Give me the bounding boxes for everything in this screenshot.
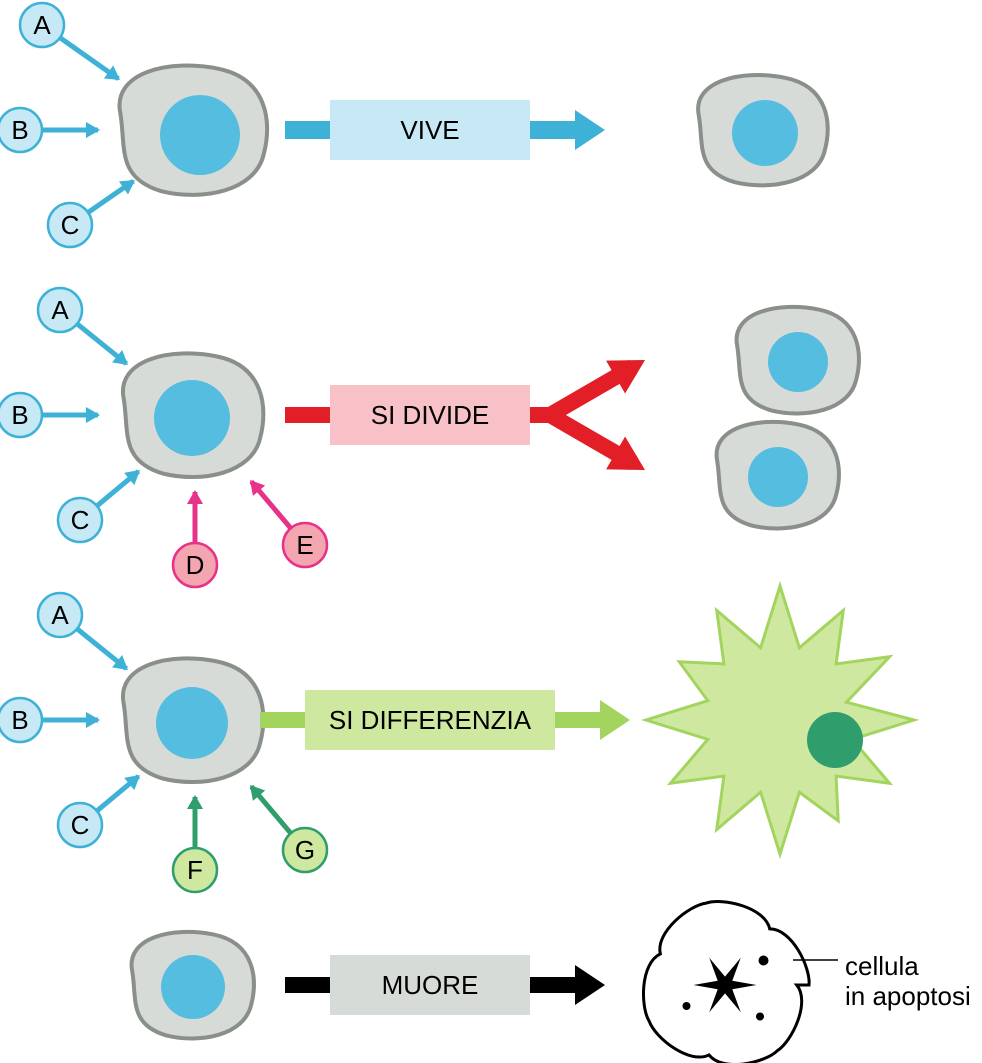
signal-label: B [11,115,28,145]
cell-live-out-0 [698,75,828,185]
signal-arrow-head [187,795,203,809]
apoptosis-dot-1 [756,1013,764,1021]
signal-divide-B: B [0,393,100,437]
signal-divide-A: A [38,288,128,365]
cell-nucleus [732,100,798,166]
process-arrow-diff: SI DIFFERENZIA [260,690,630,750]
differentiated-cell [646,586,914,854]
cell-nucleus [161,955,225,1019]
signal-label: D [186,550,205,580]
signal-label: F [187,855,203,885]
signal-label: C [71,810,90,840]
apoptosis-dot-2 [683,1002,691,1010]
signal-label: E [296,530,313,560]
process-arrow-die: MUORE [285,955,605,1015]
cell-nucleus [160,95,240,175]
signal-diff-G: G [250,785,327,872]
signal-label: C [71,505,90,535]
signal-arrow-head [86,122,100,138]
signal-label: G [295,835,315,865]
note-text: cellula [845,951,919,981]
signal-label: B [11,400,28,430]
signal-label: A [33,10,51,40]
signal-arrow-head [86,712,100,728]
process-label: SI DIVIDE [371,400,489,430]
cell-nucleus [748,447,808,507]
arrow-head [575,110,605,150]
signal-arrow-head [187,490,203,504]
process-arrow-divide: SI DIVIDE [285,360,645,470]
signal-label: B [11,705,28,735]
apoptotic-cell [643,902,809,1063]
signal-label: C [61,210,80,240]
signal-label: A [51,600,69,630]
process-label: MUORE [382,970,479,1000]
diff-cell-nucleus [807,712,863,768]
cell-nucleus [768,332,828,392]
cell-divide-out-1 [717,422,839,529]
signal-live-B: B [0,108,100,152]
signal-divide-E: E [250,480,327,567]
process-arrow-live: VIVE [285,100,605,160]
arrow-head [575,965,605,1005]
note-text: in apoptosi [845,981,971,1011]
cell-die-in [132,932,254,1039]
process-label: SI DIFFERENZIA [329,705,532,735]
signal-divide-D: D [173,490,217,587]
diff-cell-body [646,586,914,854]
signal-diff-C: C [58,775,140,847]
signal-diff-A: A [38,593,128,670]
process-label: VIVE [400,115,459,145]
cell-nucleus [154,380,230,456]
cell-live-in [120,66,268,195]
cell-nucleus [156,687,228,759]
arrow-head [600,700,630,740]
signal-diff-B: B [0,698,100,742]
cell-diff-in [123,658,263,782]
cell-divide-out-0 [737,307,859,414]
signal-live-C: C [48,180,135,247]
signal-divide-C: C [58,470,140,542]
apoptosis-dot-0 [759,956,769,966]
signal-arrow-head [86,407,100,423]
cell-divide-in [123,353,263,477]
signal-label: A [51,295,69,325]
signal-live-A: A [20,3,120,80]
signal-diff-F: F [173,795,217,892]
